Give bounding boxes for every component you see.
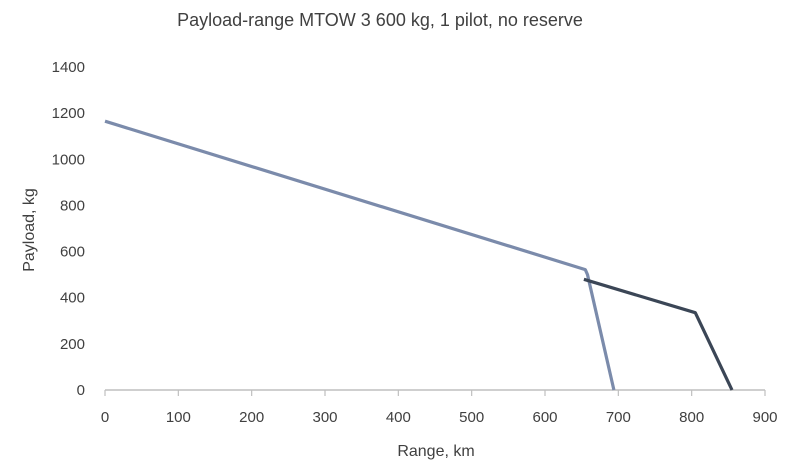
x-tick-label: 0: [101, 409, 109, 426]
x-tick-label: 600: [532, 409, 557, 426]
x-tick-label: 400: [386, 409, 411, 426]
x-tick-label: 800: [679, 409, 704, 426]
y-tick-label: 200: [60, 336, 85, 353]
y-tick-label: 0: [77, 382, 85, 399]
x-tick-label: 700: [606, 409, 631, 426]
y-tick-label: 800: [60, 197, 85, 214]
x-tick-label: 300: [312, 409, 337, 426]
x-tick-label: 500: [459, 409, 484, 426]
y-tick-label: 600: [60, 244, 85, 261]
series-line-1: [104, 119, 616, 391]
axes-layer: [104, 389, 766, 396]
x-tick-label: 200: [239, 409, 264, 426]
chart-title: Payload-range MTOW 3 600 kg, 1 pilot, no…: [177, 10, 583, 30]
series-layer: [104, 119, 734, 391]
ticks-layer: 0 100 200 300 400 500 600 700 800 900 0 200 400 600 80…: [52, 59, 778, 426]
y-tick-label: 400: [60, 290, 85, 307]
y-tick-label: 1000: [52, 151, 85, 168]
series-line-2: [583, 277, 734, 391]
y-axis-label: Payload, kg: [21, 188, 38, 272]
x-tick-label: 100: [166, 409, 191, 426]
x-tick-label: 900: [752, 409, 777, 426]
x-axis-label: Range, km: [397, 443, 474, 460]
y-tick-label: 1200: [52, 105, 85, 122]
y-tick-label: 1400: [52, 59, 85, 76]
